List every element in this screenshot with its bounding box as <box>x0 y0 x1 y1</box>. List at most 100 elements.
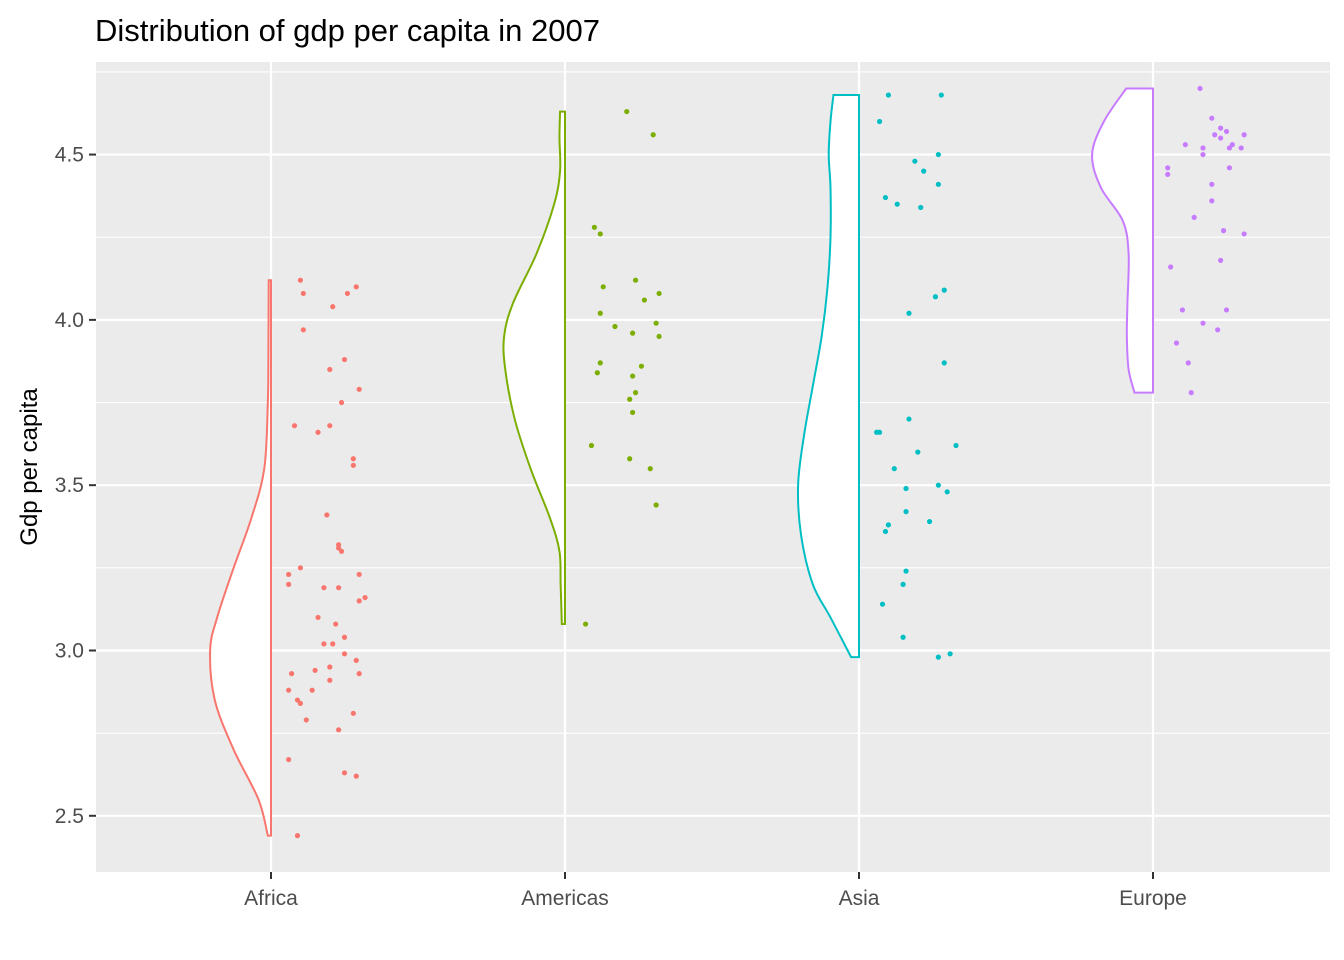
point-americas <box>630 409 636 416</box>
point-europe <box>1209 181 1215 187</box>
point-americas <box>632 390 639 396</box>
point-europe <box>1241 132 1247 138</box>
point-africa <box>321 641 327 647</box>
point-asia <box>953 442 959 449</box>
point-europe <box>1220 228 1227 234</box>
point-americas <box>597 360 603 366</box>
x-tick-label: Asia <box>839 887 880 910</box>
point-europe <box>1215 327 1221 333</box>
density-asia <box>796 94 860 659</box>
y-tick-label: 4.5 <box>55 144 84 167</box>
point-africa <box>297 565 303 571</box>
point-africa <box>327 366 333 373</box>
point-asia <box>941 287 947 293</box>
point-africa <box>336 585 342 591</box>
point-asia <box>906 416 912 422</box>
point-africa <box>288 671 295 677</box>
point-africa <box>350 462 356 468</box>
point-americas <box>582 621 589 627</box>
point-americas <box>627 456 633 462</box>
point-europe <box>1200 145 1206 151</box>
x-tick-label: Europe <box>1119 887 1187 910</box>
point-americas <box>612 323 618 330</box>
point-asia <box>912 158 918 164</box>
point-africa <box>286 571 292 578</box>
y-tick-label: 3.0 <box>55 639 84 662</box>
point-asia <box>947 651 953 657</box>
point-africa <box>315 429 321 435</box>
point-africa <box>324 512 330 518</box>
x-tick-label: Americas <box>521 887 609 910</box>
point-americas <box>624 108 630 115</box>
point-africa <box>327 423 333 429</box>
point-europe <box>1223 128 1230 135</box>
point-europe <box>1218 125 1224 131</box>
point-africa <box>356 386 362 392</box>
point-africa <box>315 614 321 621</box>
density-europe <box>1091 87 1154 394</box>
jitter-points <box>286 85 1247 839</box>
point-asia <box>876 429 883 435</box>
point-africa <box>353 284 359 290</box>
point-asia <box>944 489 950 495</box>
point-europe <box>1241 231 1247 237</box>
point-americas <box>653 502 659 508</box>
point-americas <box>650 132 656 138</box>
point-europe <box>1188 390 1194 396</box>
point-americas <box>632 277 639 283</box>
point-europe <box>1226 165 1233 171</box>
x-axis: Africa Americas Asia Europe <box>244 872 1187 910</box>
y-tick-label: 2.5 <box>55 805 84 828</box>
point-africa <box>291 423 298 429</box>
point-americas <box>630 373 636 379</box>
point-europe <box>1200 320 1206 326</box>
point-africa <box>309 687 315 693</box>
point-asia <box>915 449 921 455</box>
y-axis: 2.5 3.0 3.5 4.0 4.5 <box>55 144 96 828</box>
point-europe <box>1238 145 1244 151</box>
point-asia <box>876 118 883 125</box>
point-europe <box>1212 132 1218 138</box>
point-africa <box>286 581 292 587</box>
y-axis-label: Gdp per capita <box>16 388 43 546</box>
point-europe <box>1218 257 1224 263</box>
point-americas <box>597 310 603 316</box>
point-americas <box>630 330 636 336</box>
point-africa <box>286 756 292 763</box>
point-africa <box>338 399 345 406</box>
point-africa <box>341 770 348 776</box>
point-africa <box>286 687 292 693</box>
point-asia <box>932 294 939 300</box>
point-asia <box>903 485 909 492</box>
point-africa <box>330 641 336 647</box>
point-africa <box>327 664 333 670</box>
point-africa <box>353 773 359 779</box>
point-americas <box>627 396 633 402</box>
point-asia <box>935 482 941 488</box>
point-americas <box>597 231 603 237</box>
point-africa <box>330 304 336 310</box>
point-americas <box>588 442 595 449</box>
point-asia <box>935 654 941 660</box>
point-asia <box>879 601 886 607</box>
point-africa <box>338 548 345 554</box>
point-africa <box>300 290 306 297</box>
point-europe <box>1179 307 1185 313</box>
point-europe <box>1168 264 1174 270</box>
point-asia <box>894 201 900 207</box>
point-americas <box>641 297 647 303</box>
point-europe <box>1200 151 1206 158</box>
point-europe <box>1218 135 1224 141</box>
point-americas <box>656 333 662 340</box>
point-americas <box>594 370 600 376</box>
point-europe <box>1165 165 1171 171</box>
point-asia <box>900 581 906 587</box>
point-asia <box>935 151 941 158</box>
point-asia <box>882 528 889 535</box>
point-africa <box>353 657 359 664</box>
point-africa <box>344 290 351 297</box>
point-africa <box>341 356 348 363</box>
point-africa <box>297 700 303 706</box>
point-asia <box>882 194 889 201</box>
